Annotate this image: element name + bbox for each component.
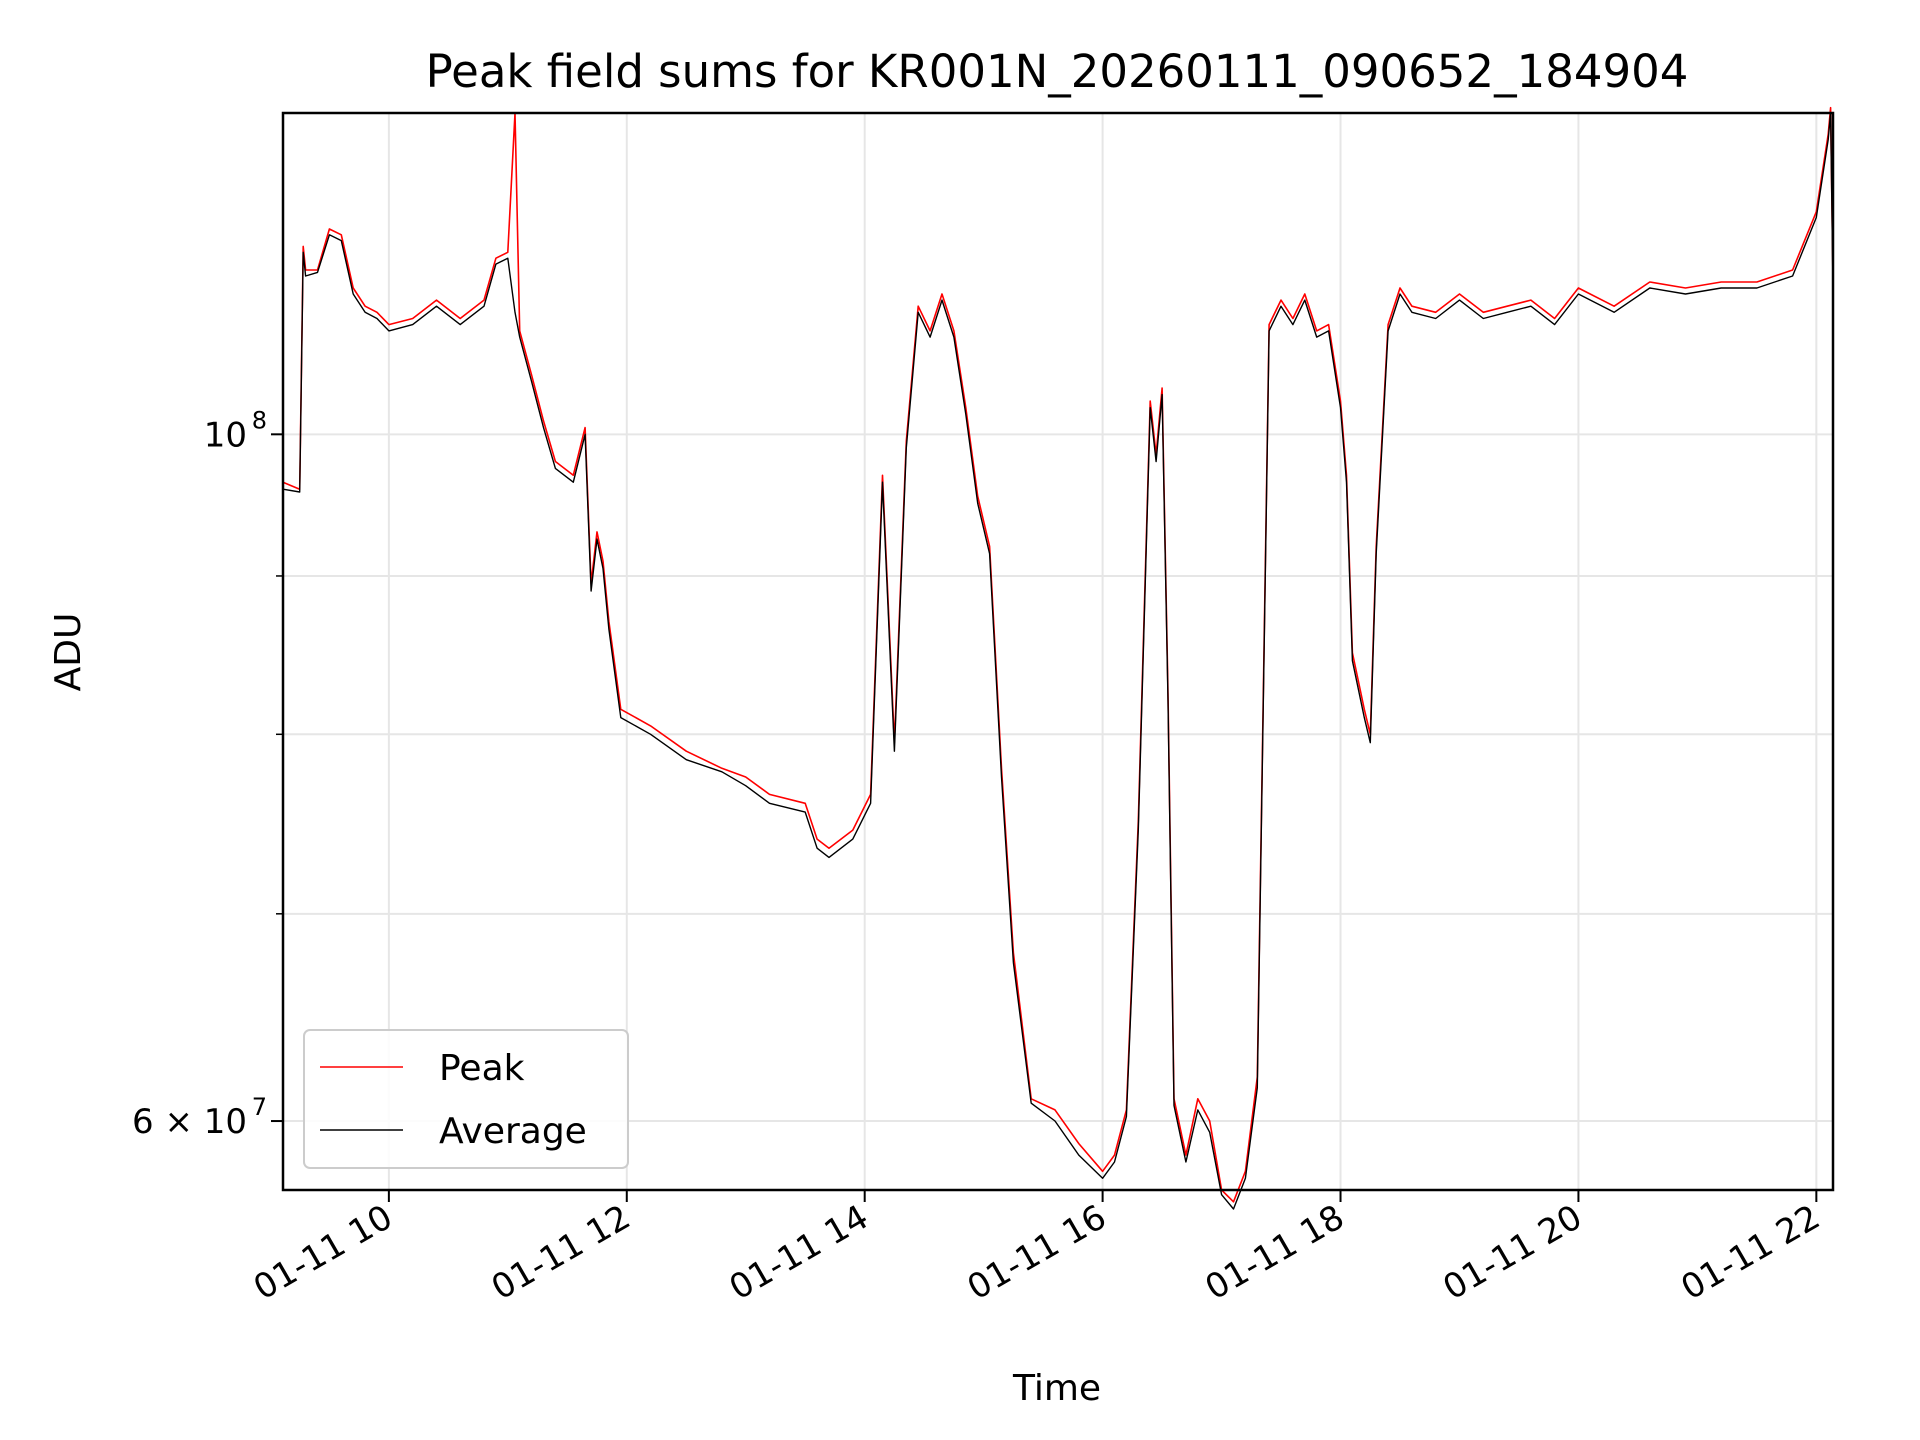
- series-line-average: [282, 112, 1834, 1210]
- series-layer: [282, 106, 1834, 1210]
- x-axis-label: Time: [1012, 1368, 1101, 1409]
- y-axis-label: ADU: [48, 613, 89, 692]
- y-tick-label: 10: [204, 415, 247, 455]
- y-tick-exponent: 7: [252, 1093, 267, 1121]
- legend: Peak Average: [303, 1029, 629, 1169]
- legend-label-average: Average: [439, 1111, 587, 1152]
- chart-title: Peak field sums for KR001N_20260111_0906…: [426, 45, 1689, 98]
- plot-frame: [281, 111, 1835, 1192]
- y-tick-exponent: 8: [252, 406, 267, 434]
- legend-label-peak: Peak: [439, 1048, 525, 1089]
- y-tick-label: 6 × 10: [132, 1102, 247, 1142]
- series-line-peak: [282, 106, 1834, 1203]
- legend-box: [303, 1029, 629, 1169]
